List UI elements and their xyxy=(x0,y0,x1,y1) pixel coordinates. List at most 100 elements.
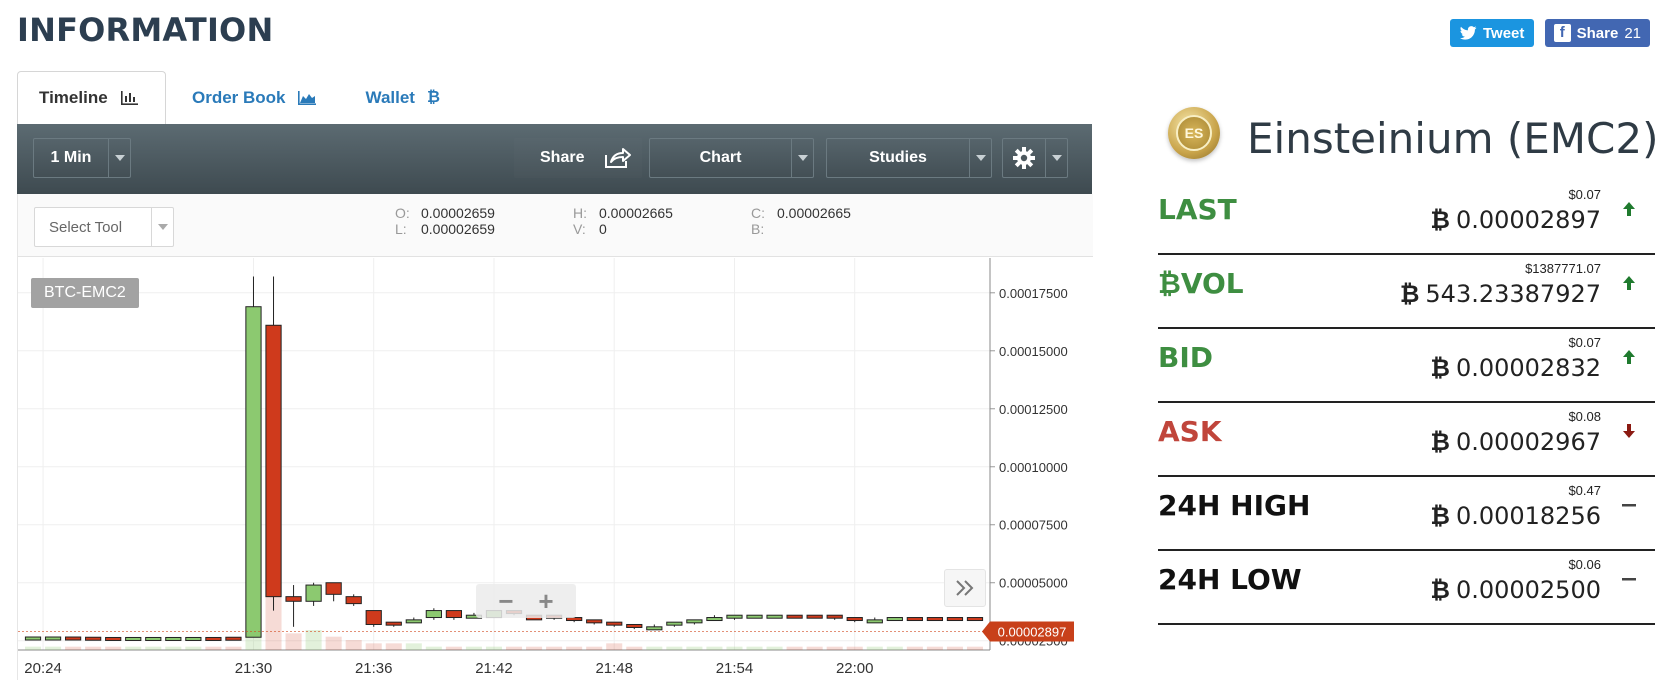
candle-body[interactable] xyxy=(225,636,242,641)
facebook-share-button[interactable]: f Share 21 xyxy=(1545,19,1650,47)
x-tick-label: 22:00 xyxy=(836,660,874,677)
candle-body[interactable] xyxy=(626,623,643,628)
share-chart-button[interactable]: Share xyxy=(514,138,642,178)
volume-bar xyxy=(365,643,382,650)
candle-body[interactable] xyxy=(906,617,923,622)
stat-value: ₿ 0.00002500 xyxy=(1430,576,1601,605)
volume-bar xyxy=(646,646,663,650)
candle-body[interactable] xyxy=(686,619,703,624)
zoom-in-button[interactable]: + xyxy=(538,585,554,616)
share-label: Share xyxy=(1576,24,1619,42)
volume-bar xyxy=(806,646,823,650)
volume-bar xyxy=(606,643,623,650)
candle-body[interactable] xyxy=(806,614,823,619)
scroll-to-end-button[interactable] xyxy=(944,569,986,607)
interval-select[interactable]: 1 Min xyxy=(33,138,131,178)
candle-body[interactable] xyxy=(205,636,222,641)
candle-body[interactable] xyxy=(165,636,182,641)
candle-body[interactable] xyxy=(245,306,262,638)
candle-body[interactable] xyxy=(926,617,944,622)
interval-label: 1 Min xyxy=(50,149,92,166)
select-tool-dropdown[interactable]: Select Tool xyxy=(34,207,174,247)
tab-order-book[interactable]: Order Book xyxy=(172,71,336,124)
candle-body[interactable] xyxy=(726,614,743,619)
candle-body[interactable] xyxy=(325,582,342,595)
candle-body[interactable] xyxy=(105,636,122,641)
candle-body[interactable] xyxy=(305,584,322,602)
candle-body[interactable] xyxy=(826,614,843,619)
candle-body[interactable] xyxy=(285,596,302,602)
candle-body[interactable] xyxy=(265,324,282,598)
candle-body[interactable] xyxy=(766,614,783,619)
candle-body[interactable] xyxy=(405,619,422,624)
chevron-down-icon xyxy=(108,139,130,177)
stat-usd: $0.07 xyxy=(1568,335,1601,350)
candle-body[interactable] xyxy=(64,636,82,641)
candle-body[interactable] xyxy=(125,636,142,641)
volume-bar xyxy=(946,646,963,650)
tweet-button[interactable]: Tweet xyxy=(1450,19,1534,47)
ohlc-close: C: 0.00002665 B: xyxy=(751,205,851,237)
price-plot[interactable]: 0.00017500 0.00015000 0.00012500 0.00010000… xyxy=(18,258,1093,680)
symbol-badge: BTC-EMC2 xyxy=(31,278,139,308)
stat-name: 24H HIGH xyxy=(1158,489,1311,522)
candle-body[interactable] xyxy=(966,617,984,622)
volume-bar xyxy=(826,646,843,650)
volume-bar xyxy=(506,646,523,650)
y-tick-label: 0.00012500 xyxy=(999,402,1068,417)
stat-value: ₿ 0.00002897 xyxy=(1430,206,1601,235)
bitcoin-icon: ₿ xyxy=(1430,576,1450,604)
current-price-label: 0.00002897 xyxy=(998,625,1067,640)
zoom-out-button[interactable]: − xyxy=(498,585,514,616)
candle-body[interactable] xyxy=(606,621,623,626)
settings-button[interactable] xyxy=(1002,138,1068,178)
candle-body[interactable] xyxy=(946,617,964,622)
candle-body[interactable] xyxy=(44,636,62,641)
chevron-down-icon xyxy=(1045,139,1067,177)
volume-bar xyxy=(726,646,743,650)
candle-body[interactable] xyxy=(85,636,102,641)
stat-value: ₿ 0.00018256 xyxy=(1430,502,1601,531)
chart-type-select[interactable]: Chart xyxy=(649,138,814,178)
stat-value-number: 0.00002967 xyxy=(1455,428,1601,456)
double-chevron-right-icon xyxy=(956,580,974,596)
coin-name: Einsteinium (EMC2) xyxy=(1247,114,1659,163)
candle-body[interactable] xyxy=(706,617,723,622)
select-tool-label: Select Tool xyxy=(49,218,123,236)
market-stats: LAST $0.07 ₿ 0.00002897 ₿VOL $1387771.07 ₿ 543.… xyxy=(1158,181,1655,625)
tab-wallet[interactable]: Wallet ₿ xyxy=(346,71,460,124)
volume-key: V: xyxy=(573,221,586,237)
twitter-icon xyxy=(1459,24,1477,42)
coin-logo: ES xyxy=(1168,107,1220,159)
candlestick-chart[interactable]: 0.00017500 0.00015000 0.00012500 0.00010000… xyxy=(18,258,1093,680)
candle-body[interactable] xyxy=(866,619,883,624)
stat-usd: $0.08 xyxy=(1568,409,1601,424)
candle-body[interactable] xyxy=(746,614,763,619)
stat-usd: $1387771.07 xyxy=(1525,261,1601,276)
candle-body[interactable] xyxy=(786,614,803,619)
candle-body[interactable] xyxy=(145,636,162,641)
close-value: 0.00002665 xyxy=(777,205,851,221)
candle-body[interactable] xyxy=(365,610,382,625)
candle-body[interactable] xyxy=(646,626,663,631)
tab-timeline[interactable]: Timeline xyxy=(17,71,166,124)
tab-label: Wallet xyxy=(365,87,415,107)
candle-body[interactable] xyxy=(185,636,202,641)
candle-body[interactable] xyxy=(385,621,402,626)
candle-body[interactable] xyxy=(24,636,42,641)
candle-body[interactable] xyxy=(586,619,603,624)
share-count: 21 xyxy=(1624,24,1641,42)
tab-bar: Timeline Order Book Wallet ₿ xyxy=(17,71,460,124)
candle-body[interactable] xyxy=(445,610,463,619)
stat-row: 24H HIGH $0.47 ₿ 0.00018256 xyxy=(1158,477,1655,551)
studies-select[interactable]: Studies xyxy=(826,138,992,178)
volume-bar xyxy=(165,646,182,650)
y-tick-label: 0.00017500 xyxy=(999,286,1068,301)
area-chart-icon xyxy=(297,90,316,105)
candle-body[interactable] xyxy=(886,617,903,622)
candle-body[interactable] xyxy=(666,621,683,626)
candle-body[interactable] xyxy=(425,610,442,619)
candle-body[interactable] xyxy=(345,596,362,605)
candle-body[interactable] xyxy=(846,617,863,622)
share-arrow-icon xyxy=(604,147,632,169)
